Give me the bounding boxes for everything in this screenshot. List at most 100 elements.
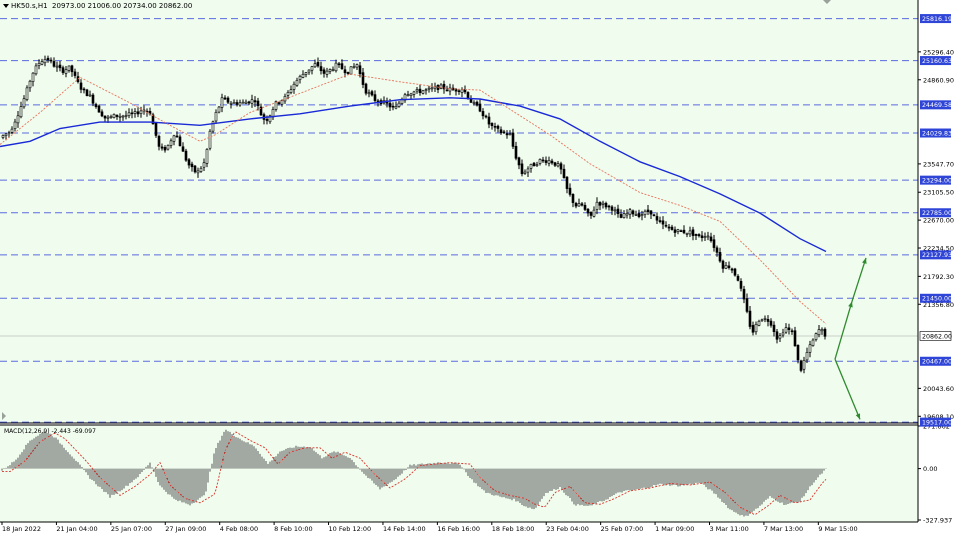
candle-body bbox=[388, 102, 392, 108]
candle-body bbox=[634, 214, 638, 216]
candle-body bbox=[19, 106, 23, 118]
candle-body bbox=[40, 61, 44, 65]
candle-body bbox=[817, 329, 821, 336]
candle-body bbox=[574, 203, 578, 207]
candle-body bbox=[457, 90, 461, 93]
level-label-box bbox=[920, 250, 951, 260]
candle-body bbox=[820, 329, 824, 332]
candle-body bbox=[268, 115, 272, 123]
level-label-text: 20467.00 bbox=[922, 359, 952, 366]
candle-body bbox=[460, 89, 464, 93]
candle-body bbox=[508, 133, 512, 136]
level-label-text: 23294.00 bbox=[922, 177, 952, 184]
candle-body bbox=[73, 71, 77, 76]
current-price-box bbox=[919, 331, 952, 341]
candle-body bbox=[505, 133, 509, 136]
current-price-text: 20862.00 bbox=[922, 333, 952, 340]
candle-body bbox=[532, 162, 536, 167]
symbol-dropdown-icon[interactable] bbox=[3, 4, 9, 8]
projection-arrow-line bbox=[851, 257, 867, 302]
candle-body bbox=[733, 268, 737, 276]
candle-body bbox=[445, 89, 449, 92]
candle-body bbox=[523, 171, 527, 174]
candle-body bbox=[643, 210, 647, 215]
candle-body bbox=[676, 229, 680, 232]
candle-body bbox=[355, 64, 359, 68]
candle-body bbox=[214, 112, 218, 122]
candle-body bbox=[517, 157, 521, 166]
candle-body bbox=[244, 101, 248, 104]
candle-body bbox=[64, 69, 68, 74]
candle-body bbox=[439, 84, 443, 89]
macd-label: MACD(12,26,9) -2.443 -69.097 bbox=[4, 428, 96, 435]
candle-body bbox=[319, 66, 323, 72]
x-tick-label: 1 Mar 09:00 bbox=[655, 525, 694, 533]
candle-body bbox=[463, 89, 467, 93]
candle-body bbox=[607, 205, 611, 208]
candle-body bbox=[136, 111, 140, 115]
candle-body bbox=[16, 115, 20, 124]
candle-body bbox=[796, 344, 800, 361]
candle-body bbox=[550, 160, 554, 164]
candle-body bbox=[373, 94, 377, 101]
candle-body bbox=[37, 62, 41, 66]
candle-body bbox=[166, 145, 170, 150]
candle-body bbox=[769, 320, 773, 326]
candle-body bbox=[757, 320, 761, 326]
candle-body bbox=[559, 163, 563, 170]
level-label-box bbox=[920, 417, 951, 427]
candle-body bbox=[172, 135, 176, 142]
candle-body bbox=[787, 327, 791, 330]
candle-body bbox=[106, 116, 110, 119]
candle-body bbox=[625, 213, 629, 216]
candle-body bbox=[208, 130, 212, 149]
candle-body bbox=[100, 111, 104, 117]
candle-body bbox=[256, 100, 260, 107]
candle-body bbox=[595, 201, 599, 210]
candle-body bbox=[814, 333, 818, 340]
candle-body bbox=[370, 91, 374, 96]
level-label-box bbox=[920, 56, 951, 66]
level-label-text: 22127.93 bbox=[922, 252, 952, 259]
candle-body bbox=[58, 64, 62, 69]
candle-body bbox=[412, 91, 416, 95]
candle-body bbox=[130, 112, 134, 115]
projection-arrow-head bbox=[862, 257, 867, 264]
candle-body bbox=[715, 247, 719, 253]
candle-body bbox=[619, 214, 623, 218]
candle-body bbox=[184, 150, 188, 161]
candle-body bbox=[67, 65, 71, 71]
level-label-box bbox=[920, 208, 951, 218]
candle-body bbox=[472, 102, 476, 104]
candle-body bbox=[139, 110, 143, 114]
level-label-box bbox=[920, 14, 951, 24]
level-label-text: 25816.19 bbox=[922, 16, 952, 23]
candle-body bbox=[232, 102, 236, 104]
candle-body bbox=[43, 59, 47, 64]
candle-body bbox=[328, 69, 332, 72]
candle-body bbox=[160, 146, 164, 149]
candle-body bbox=[502, 131, 506, 134]
candle-body bbox=[358, 65, 362, 75]
candle-body bbox=[133, 111, 137, 114]
candle-body bbox=[478, 103, 482, 112]
candle-body bbox=[700, 235, 704, 238]
x-tick-label: 8 Feb 10:00 bbox=[274, 525, 313, 533]
candle-body bbox=[616, 208, 620, 215]
candle-body bbox=[175, 135, 179, 138]
candle-body bbox=[427, 87, 431, 90]
candle-body bbox=[274, 101, 278, 110]
candle-body bbox=[778, 335, 782, 339]
level-label-box bbox=[920, 175, 951, 185]
candle-body bbox=[235, 102, 239, 105]
candle-body bbox=[55, 65, 59, 68]
candle-body bbox=[181, 146, 185, 152]
x-tick-label: 10 Feb 12:00 bbox=[329, 525, 372, 533]
candle-body bbox=[448, 87, 452, 92]
candle-body bbox=[421, 90, 425, 94]
candle-body bbox=[325, 70, 329, 75]
projection-arrow-head bbox=[855, 413, 861, 420]
symbol-label: HK50.s,H1 bbox=[11, 2, 48, 10]
candle-body bbox=[553, 162, 557, 166]
candle-body bbox=[499, 129, 503, 134]
